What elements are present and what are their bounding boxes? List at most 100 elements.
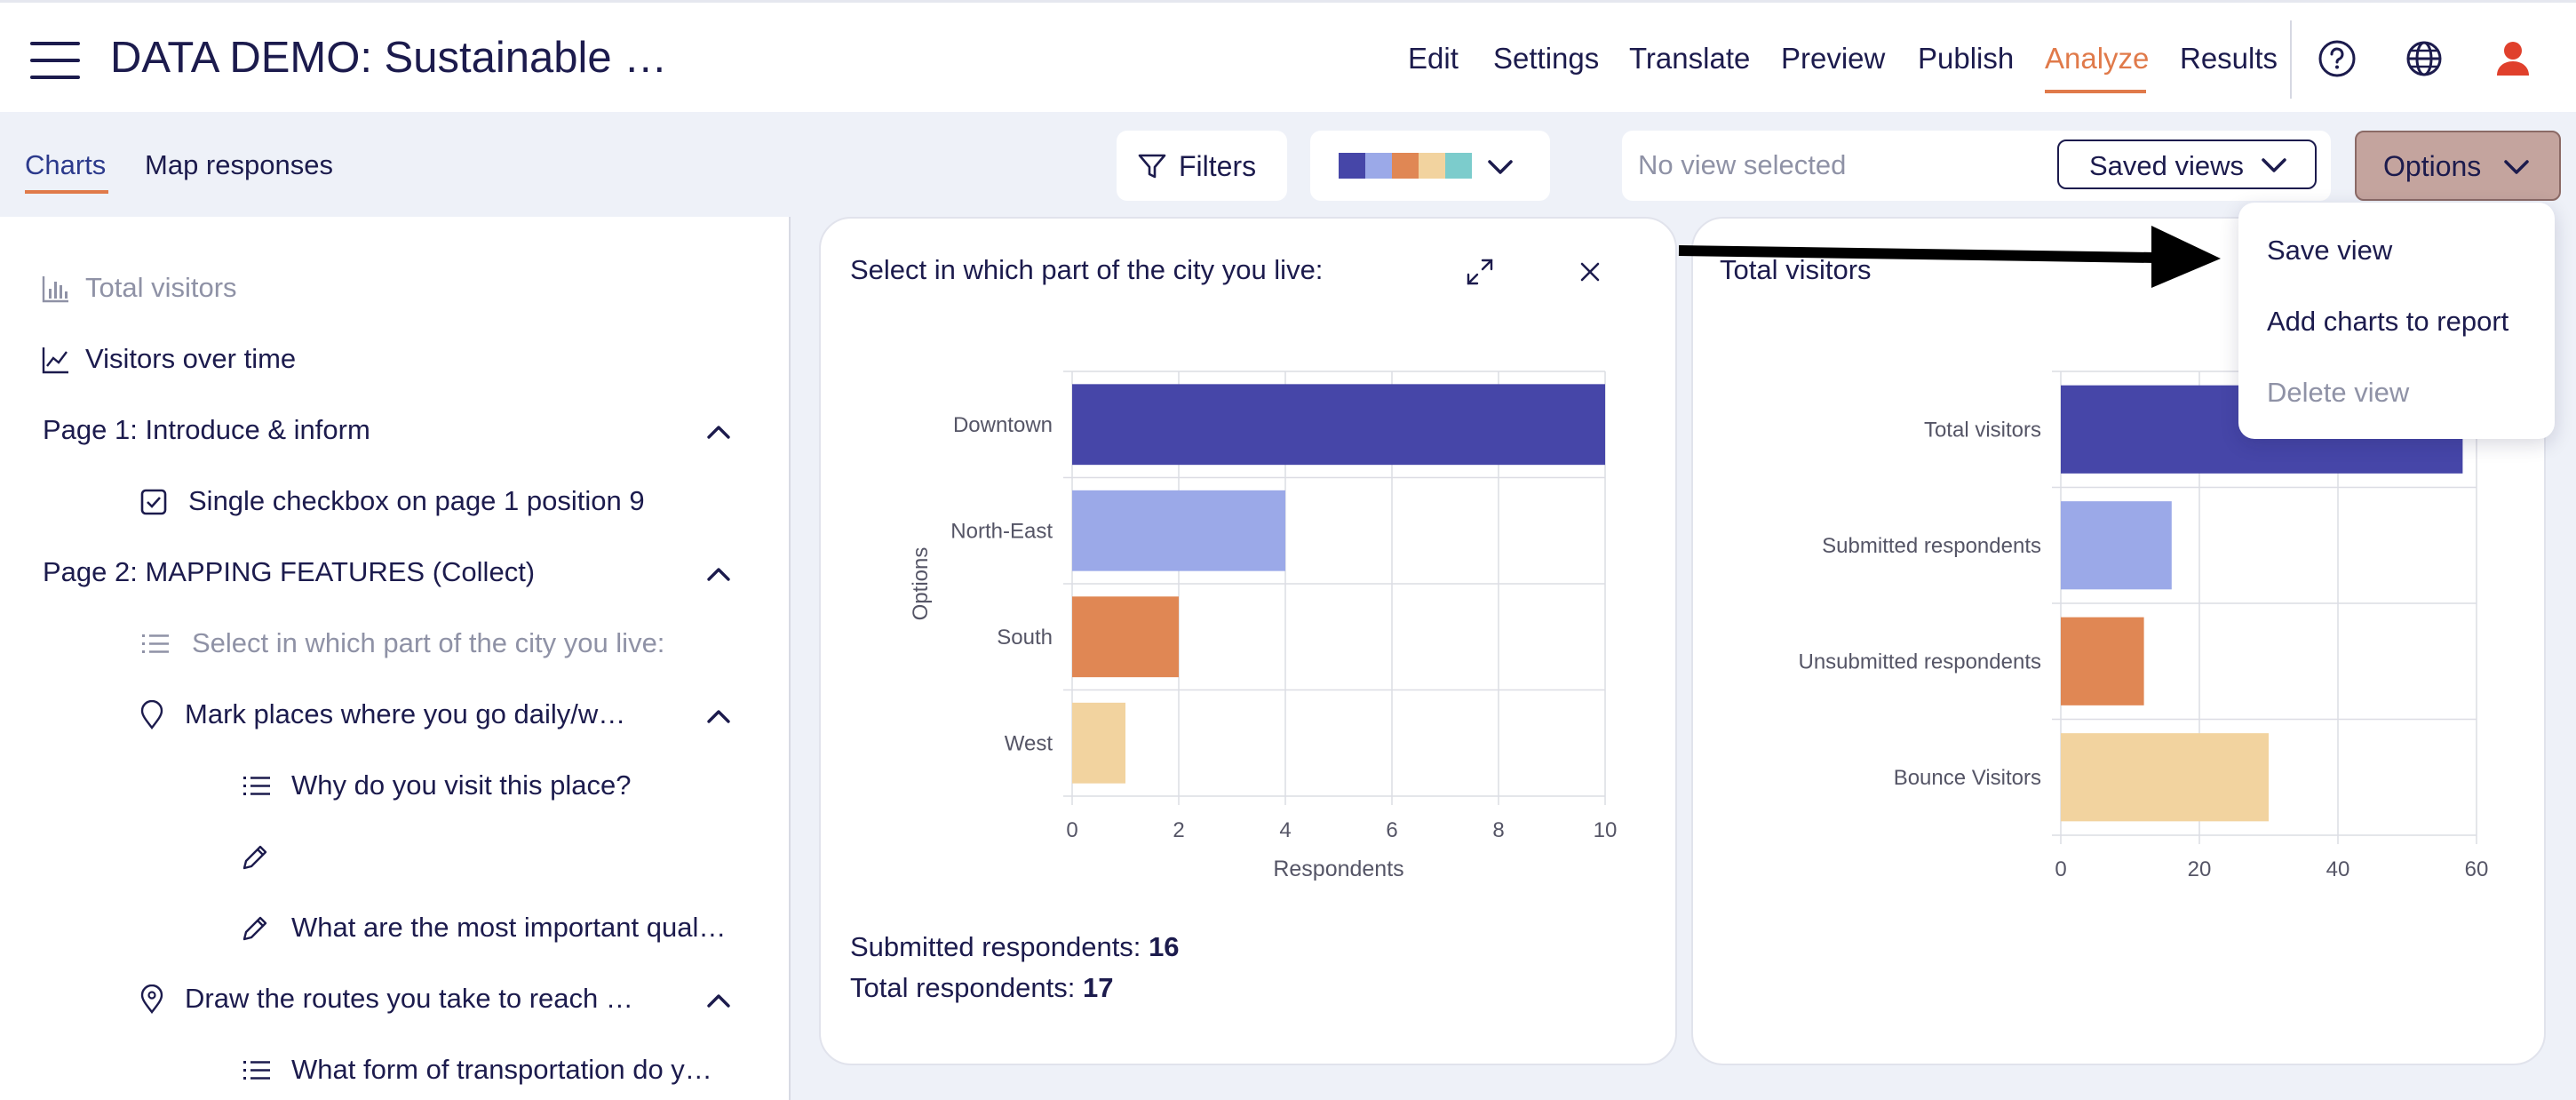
nav-divider xyxy=(2290,20,2292,99)
sidebar-item-page-1[interactable]: Page 1: Introduce & inform xyxy=(43,414,370,445)
menu-item-delete-view: Delete view xyxy=(2267,377,2410,408)
tab-active-indicator xyxy=(25,190,108,194)
palette-swatch xyxy=(1339,153,1365,179)
tick-label: 10 xyxy=(1594,818,1618,842)
nav-settings[interactable]: Settings xyxy=(1493,42,1600,75)
menu-item-add-charts-to-report[interactable]: Add charts to report xyxy=(2267,306,2509,337)
filter-icon xyxy=(1138,154,1166,179)
globe-icon[interactable] xyxy=(2402,36,2446,81)
app-title: DATA DEMO: Sustainable … xyxy=(110,34,668,82)
nav-results[interactable]: Results xyxy=(2180,42,2278,75)
y-axis-label: Options xyxy=(909,547,933,621)
bar xyxy=(2061,733,2269,822)
sidebar-item-total-visitors[interactable]: Total visitors xyxy=(85,272,237,303)
chevron-up-icon[interactable] xyxy=(705,992,732,1009)
tick-label: 6 xyxy=(1386,818,1397,842)
chevron-down-icon xyxy=(1488,160,1513,174)
bar xyxy=(1072,702,1125,784)
sidebar-item-select-city-part[interactable]: Select in which part of the city you liv… xyxy=(192,627,665,658)
stat-value: 17 xyxy=(1082,972,1114,1003)
filters-button[interactable]: Filters xyxy=(1117,131,1287,201)
line-chart-icon xyxy=(42,347,68,374)
tick-label: 40 xyxy=(2326,857,2350,881)
category-label: Submitted respondents xyxy=(1822,534,2041,558)
category-label: Total visitors xyxy=(1924,418,2041,442)
view-name-input[interactable] xyxy=(1636,138,2066,193)
help-icon[interactable] xyxy=(2315,36,2359,81)
sidebar-item-single-checkbox[interactable]: Single checkbox on page 1 position 9 xyxy=(188,485,645,516)
category-label: South xyxy=(997,626,1053,650)
close-icon[interactable] xyxy=(1578,259,1602,284)
nav-edit[interactable]: Edit xyxy=(1408,42,1459,75)
palette-swatch xyxy=(1419,153,1445,179)
annotation-arrow xyxy=(1678,226,2221,288)
route-pin-icon xyxy=(140,984,163,1014)
sidebar-item-draw-routes[interactable]: Draw the routes you take to reach … xyxy=(185,983,633,1014)
tick-label: 20 xyxy=(2188,857,2212,881)
chevron-up-icon[interactable] xyxy=(705,707,732,725)
bar xyxy=(1072,596,1179,678)
chart-card-title: Total visitors xyxy=(1720,254,1872,285)
filters-label: Filters xyxy=(1179,150,1257,182)
hamburger-menu-icon[interactable] xyxy=(30,42,80,79)
tab-map-responses[interactable]: Map responses xyxy=(145,149,333,180)
sidebar-item-transportation[interactable]: What form of transportation do y… xyxy=(291,1054,712,1085)
sidebar-item-important-qualities[interactable]: What are the most important qual… xyxy=(291,912,727,943)
tick-label: 4 xyxy=(1279,818,1291,842)
nav-analyze[interactable]: Analyze xyxy=(2045,42,2150,75)
nav-translate[interactable]: Translate xyxy=(1629,42,1751,75)
saved-views-label: Saved views xyxy=(2089,150,2245,181)
chevron-down-icon xyxy=(2262,158,2286,172)
bar xyxy=(2061,617,2144,705)
chart-card-city-part: Select in which part of the city you liv… xyxy=(819,217,1677,1065)
bar xyxy=(2061,501,2172,590)
tab-charts[interactable]: Charts xyxy=(25,149,107,180)
tick-label: 2 xyxy=(1173,818,1184,842)
submitted-respondents-stat: Submitted respondents: 16 xyxy=(850,931,1180,963)
bar-chart-icon xyxy=(42,276,68,303)
options-dropdown-menu: Save view Add charts to report Delete vi… xyxy=(2238,203,2555,439)
nav-preview[interactable]: Preview xyxy=(1781,42,1886,75)
chevron-up-icon[interactable] xyxy=(705,565,732,583)
tick-label: 60 xyxy=(2465,857,2489,881)
stat-label: Total respondents: xyxy=(850,972,1076,1003)
sidebar-item-mark-places[interactable]: Mark places where you go daily/w… xyxy=(185,698,626,729)
pencil-icon xyxy=(242,916,267,941)
category-label: Unsubmitted respondents xyxy=(1799,650,2042,674)
list-icon xyxy=(243,777,270,795)
stat-label: Submitted respondents: xyxy=(850,931,1141,962)
x-axis-label: Respondents xyxy=(1273,857,1403,881)
options-label: Options xyxy=(2383,150,2482,182)
tick-label: 8 xyxy=(1492,818,1504,842)
palette-swatch xyxy=(1365,153,1392,179)
sidebar: Total visitors Visitors over time Page 1… xyxy=(0,217,791,1100)
list-icon xyxy=(243,1061,270,1080)
city-part-bar-chart: Downtown North-East South West 0 2 4 6 8 10 Respon… xyxy=(909,371,1618,881)
category-label: Bounce Visitors xyxy=(1894,766,2041,790)
category-label: West xyxy=(1005,731,1053,755)
sidebar-item-page-2[interactable]: Page 2: MAPPING FEATURES (Collect) xyxy=(43,556,536,587)
category-label: North-East xyxy=(950,519,1053,543)
expand-icon[interactable] xyxy=(1464,256,1496,288)
category-label: Downtown xyxy=(953,413,1053,437)
chevron-down-icon xyxy=(2504,160,2529,174)
color-palette-select[interactable] xyxy=(1310,131,1550,201)
sidebar-item-why-visit[interactable]: Why do you visit this place? xyxy=(291,769,632,801)
stat-value: 16 xyxy=(1149,931,1180,962)
tick-label: 0 xyxy=(2055,857,2066,881)
view-selector: Saved views xyxy=(1622,131,2331,201)
sidebar-item-visitors-over-time[interactable]: Visitors over time xyxy=(85,343,297,374)
pencil-icon[interactable] xyxy=(240,842,270,873)
total-respondents-stat: Total respondents: 17 xyxy=(850,972,1113,1004)
saved-views-button[interactable]: Saved views xyxy=(2057,139,2317,189)
bar xyxy=(1072,384,1605,466)
nav-active-indicator xyxy=(2045,90,2146,93)
options-button[interactable]: Options xyxy=(2355,131,2561,201)
user-icon[interactable] xyxy=(2491,36,2535,81)
checkbox-icon xyxy=(140,489,167,515)
nav-publish[interactable]: Publish xyxy=(1918,42,2015,75)
map-pin-icon xyxy=(140,700,163,729)
chevron-up-icon[interactable] xyxy=(705,423,732,441)
menu-item-save-view[interactable]: Save view xyxy=(2267,235,2393,266)
bar xyxy=(1072,490,1285,571)
